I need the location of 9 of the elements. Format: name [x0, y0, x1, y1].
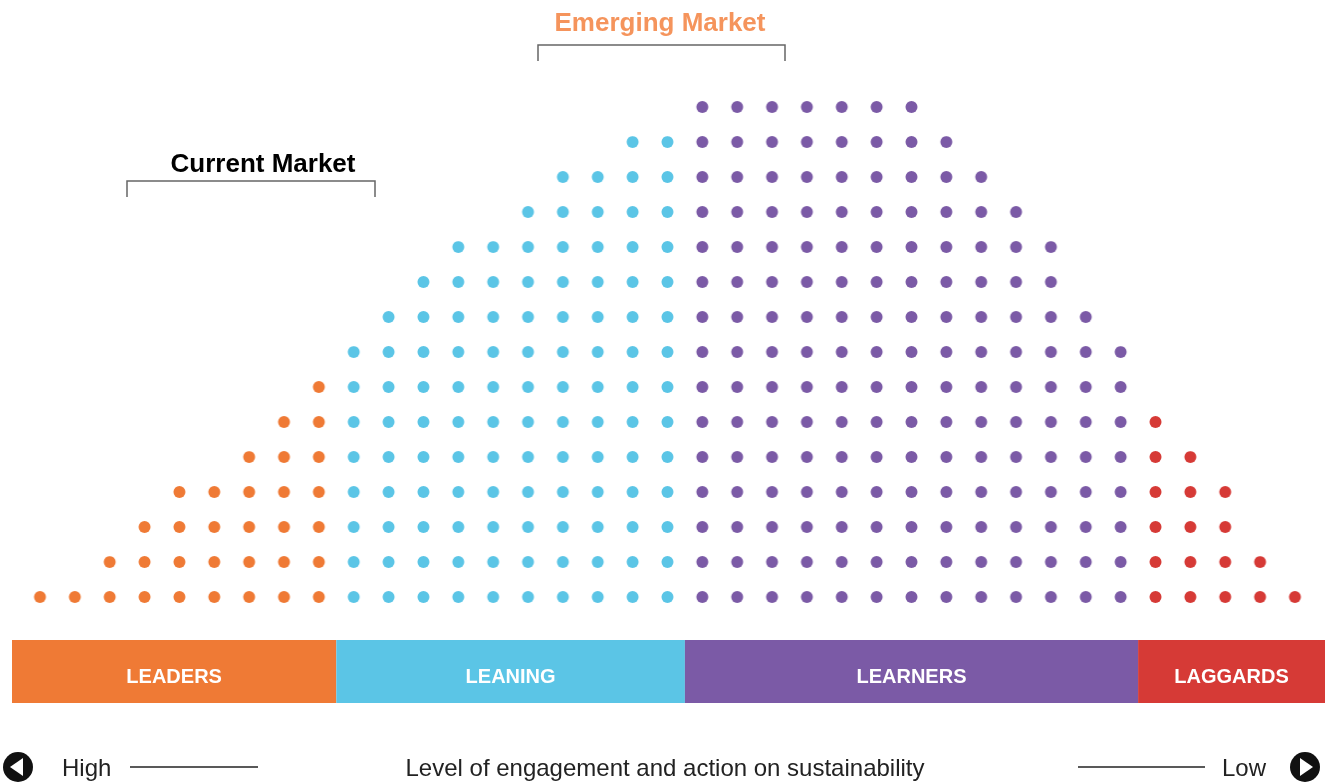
- text: LEANING: [465, 665, 556, 687]
- text: LEARNERS: [856, 665, 967, 687]
- text: Level of engagement and action on sustainability: [405, 754, 925, 781]
- text: LEADERS: [126, 665, 222, 687]
- text: Emerging Market: [554, 7, 766, 37]
- text: Low: [1222, 754, 1267, 781]
- annotation: Current Market: [170, 148, 356, 178]
- text: High: [62, 754, 112, 781]
- text: LAGGARDS: [1174, 665, 1289, 687]
